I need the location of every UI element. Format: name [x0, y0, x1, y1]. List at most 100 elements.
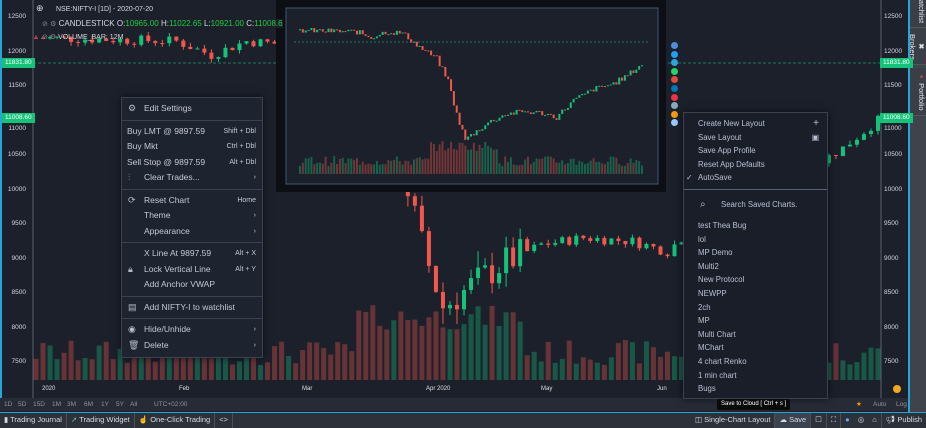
settings-icon[interactable]: ⚙ [49, 34, 57, 41]
log-scale-button[interactable]: Log [896, 401, 907, 408]
timeframe-1M[interactable]: 1M [52, 401, 62, 408]
single-chart-layout-button[interactable]: ◫ Single-Chart Layout [691, 413, 776, 428]
inset-candle [552, 114, 555, 119]
timeframe-1Y[interactable]: 1Y [101, 401, 109, 408]
saved-chart-item[interactable]: Multi2 [698, 261, 719, 271]
menu-theme[interactable]: Theme › [122, 208, 262, 224]
trading-widget-button[interactable]: ➚ Trading Widget [67, 413, 135, 428]
code-button[interactable]: <> [215, 413, 233, 428]
inset-candle [538, 110, 541, 112]
share-icon[interactable] [671, 110, 678, 118]
share-icon[interactable] [671, 67, 678, 75]
menu-create-layout[interactable]: Create New Layout + [698, 118, 819, 129]
inset-volume-bar [558, 162, 561, 174]
volume-bar [40, 343, 46, 380]
save-button[interactable]: ☁ Save [775, 413, 812, 428]
share-icon[interactable] [671, 50, 678, 58]
close-value: 11008.6 [254, 19, 283, 28]
candle-body [497, 273, 502, 284]
inset-candle [398, 30, 401, 34]
volume-bar [68, 340, 74, 380]
saved-chart-item[interactable]: MP Demo [698, 248, 733, 258]
chat-button[interactable]: ● [841, 413, 854, 428]
timeframe-All[interactable]: All [130, 401, 138, 408]
inset-volume-bar [393, 159, 396, 174]
menu-anchor-vwap[interactable]: Add Anchor VWAP [144, 279, 216, 289]
saved-chart-item[interactable]: 2ch [698, 302, 711, 312]
search-saved-charts-input[interactable]: ⌕ Search Saved Charts. [684, 194, 827, 216]
volume-bar [573, 363, 579, 380]
auto-scale-button[interactable]: Auto [873, 401, 887, 408]
menu-add-watchlist[interactable]: ▤ Add NIFTY-I to watchlist [122, 300, 262, 316]
share-icon[interactable] [671, 59, 678, 67]
candle-body [132, 43, 137, 45]
menu-autosave[interactable]: ✓ AutoSave [684, 171, 827, 185]
menu-save-app-profile[interactable]: Save App Profile [698, 146, 756, 156]
saved-chart-item[interactable]: 4 chart Renko [698, 356, 747, 366]
candle-body [840, 146, 845, 157]
square-button[interactable]: ☐ [811, 413, 827, 428]
menu-delete[interactable]: 🗑︎ Delete › [122, 338, 262, 354]
tab-portfolio[interactable]: ▪ Portfolio [910, 68, 926, 116]
zoom-icon[interactable]: ⊕ [36, 3, 44, 13]
menu-lock-vertical-line[interactable]: 🔒︎ Lock Vertical Line Alt + Y [122, 262, 262, 278]
menu-appearance[interactable]: Appearance › [122, 224, 262, 240]
saved-chart-item[interactable]: New Protocol [698, 275, 745, 285]
inset-candle [310, 28, 313, 31]
menu-clear-trades[interactable]: ⫶ Clear Trades... › [122, 170, 262, 186]
share-icon[interactable] [671, 93, 678, 101]
saved-chart-item[interactable]: MP [698, 316, 710, 326]
timeframe-5D[interactable]: 5D [18, 401, 27, 408]
settings-icon[interactable]: ⚙ [50, 21, 57, 28]
share-icon[interactable] [671, 76, 678, 84]
inset-volume-bar [313, 164, 316, 174]
star-icon[interactable]: ★ [856, 401, 862, 408]
volume-bar [440, 327, 446, 380]
publish-button[interactable]: 📢︎ Publish [885, 415, 922, 424]
saved-chart-item[interactable]: Bugs [698, 384, 716, 394]
inset-candle [592, 89, 595, 92]
saved-chart-item[interactable]: Multi Chart [698, 329, 736, 339]
one-click-trading-button[interactable]: ☝ One-Click Trading [135, 413, 216, 428]
share-icon[interactable] [671, 42, 678, 49]
bank-button[interactable]: ⌂ [868, 413, 882, 428]
timeframe-3M[interactable]: 3M [67, 401, 77, 408]
volume-bar [580, 357, 586, 380]
menu-reset-chart[interactable]: ⟳ Reset Chart Home [122, 193, 262, 209]
inset-volume-bar [452, 148, 455, 174]
inset-candle [316, 29, 319, 33]
saved-chart-item[interactable]: MChart [698, 343, 724, 353]
saved-chart-item[interactable]: 1 min chart [698, 370, 737, 380]
inset-candle [432, 55, 435, 57]
menu-sell-stop[interactable]: Sell Stop @ 9897.59 Alt + Dbl [127, 156, 256, 167]
inset-volume-bar [327, 165, 330, 174]
menu-edit-settings[interactable]: ⚙ Edit Settings [122, 101, 262, 117]
hide-icon[interactable]: ⊘ [42, 21, 48, 28]
support-button[interactable]: ◎ [854, 413, 869, 428]
timeframe-6M[interactable]: 6M [84, 401, 94, 408]
fullscreen-button[interactable]: ⛶ [827, 413, 842, 428]
volume-bar [110, 359, 116, 380]
menu-hide-unhide[interactable]: ◉ Hide/Unhide › [122, 322, 262, 338]
saved-chart-item[interactable]: lol [698, 234, 706, 244]
inset-volume-bar [472, 142, 475, 174]
share-icon[interactable] [671, 102, 678, 110]
timeframe-15D[interactable]: 15D [33, 401, 45, 408]
menu-x-line[interactable]: X Line At 9897.59 Alt + X [144, 248, 256, 258]
fullscreen-icon: ⛶ [830, 415, 837, 424]
timeframe-1D[interactable]: 1D [4, 401, 13, 408]
tab-watchlist[interactable]: Watchlist [910, 0, 926, 28]
menu-buy-mkt[interactable]: Buy Mkt Ctrl + Dbl [127, 141, 256, 151]
hide-icon[interactable]: ⊘ [42, 34, 48, 41]
trading-journal-button[interactable]: ▮ Trading Journal [0, 413, 67, 428]
menu-save-layout[interactable]: Save Layout ▣ [684, 131, 827, 145]
tab-brokers[interactable]: ✖ Brokers [908, 29, 926, 65]
menu-reset-defaults[interactable]: Reset App Defaults [698, 159, 765, 169]
timeframe-5Y[interactable]: 5Y [116, 401, 124, 408]
volume-bar [629, 342, 635, 380]
saved-chart-item[interactable]: NEWPP [698, 288, 727, 298]
share-icon[interactable] [671, 85, 678, 92]
share-icon[interactable] [671, 119, 678, 127]
saved-chart-item[interactable]: test Thea Bug [698, 220, 747, 230]
menu-buy-lmt[interactable]: Buy LMT @ 9897.59 Shift + Dbl [127, 125, 256, 136]
